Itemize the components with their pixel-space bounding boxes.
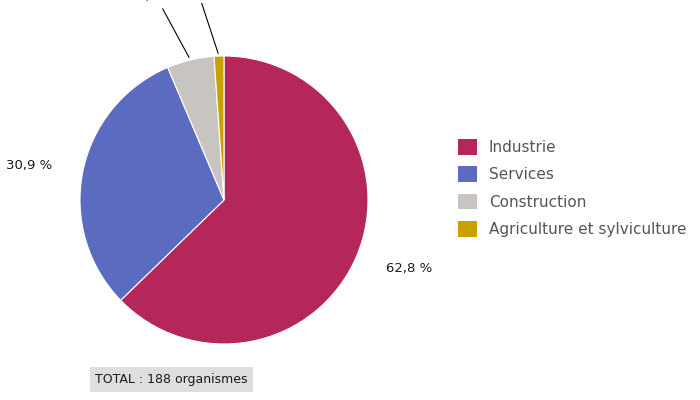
Text: TOTAL : 188 organismes: TOTAL : 188 organismes	[95, 373, 248, 386]
Wedge shape	[120, 56, 368, 344]
Text: 5,3 %: 5,3 %	[137, 0, 189, 58]
Text: 30,9 %: 30,9 %	[6, 159, 52, 172]
Wedge shape	[168, 56, 224, 200]
Text: 1,1 %: 1,1 %	[178, 0, 218, 54]
Legend: Industrie, Services, Construction, Agriculture et sylviculture: Industrie, Services, Construction, Agric…	[452, 133, 692, 243]
Wedge shape	[80, 68, 224, 300]
Wedge shape	[214, 56, 224, 200]
Text: 62,8 %: 62,8 %	[386, 262, 432, 275]
